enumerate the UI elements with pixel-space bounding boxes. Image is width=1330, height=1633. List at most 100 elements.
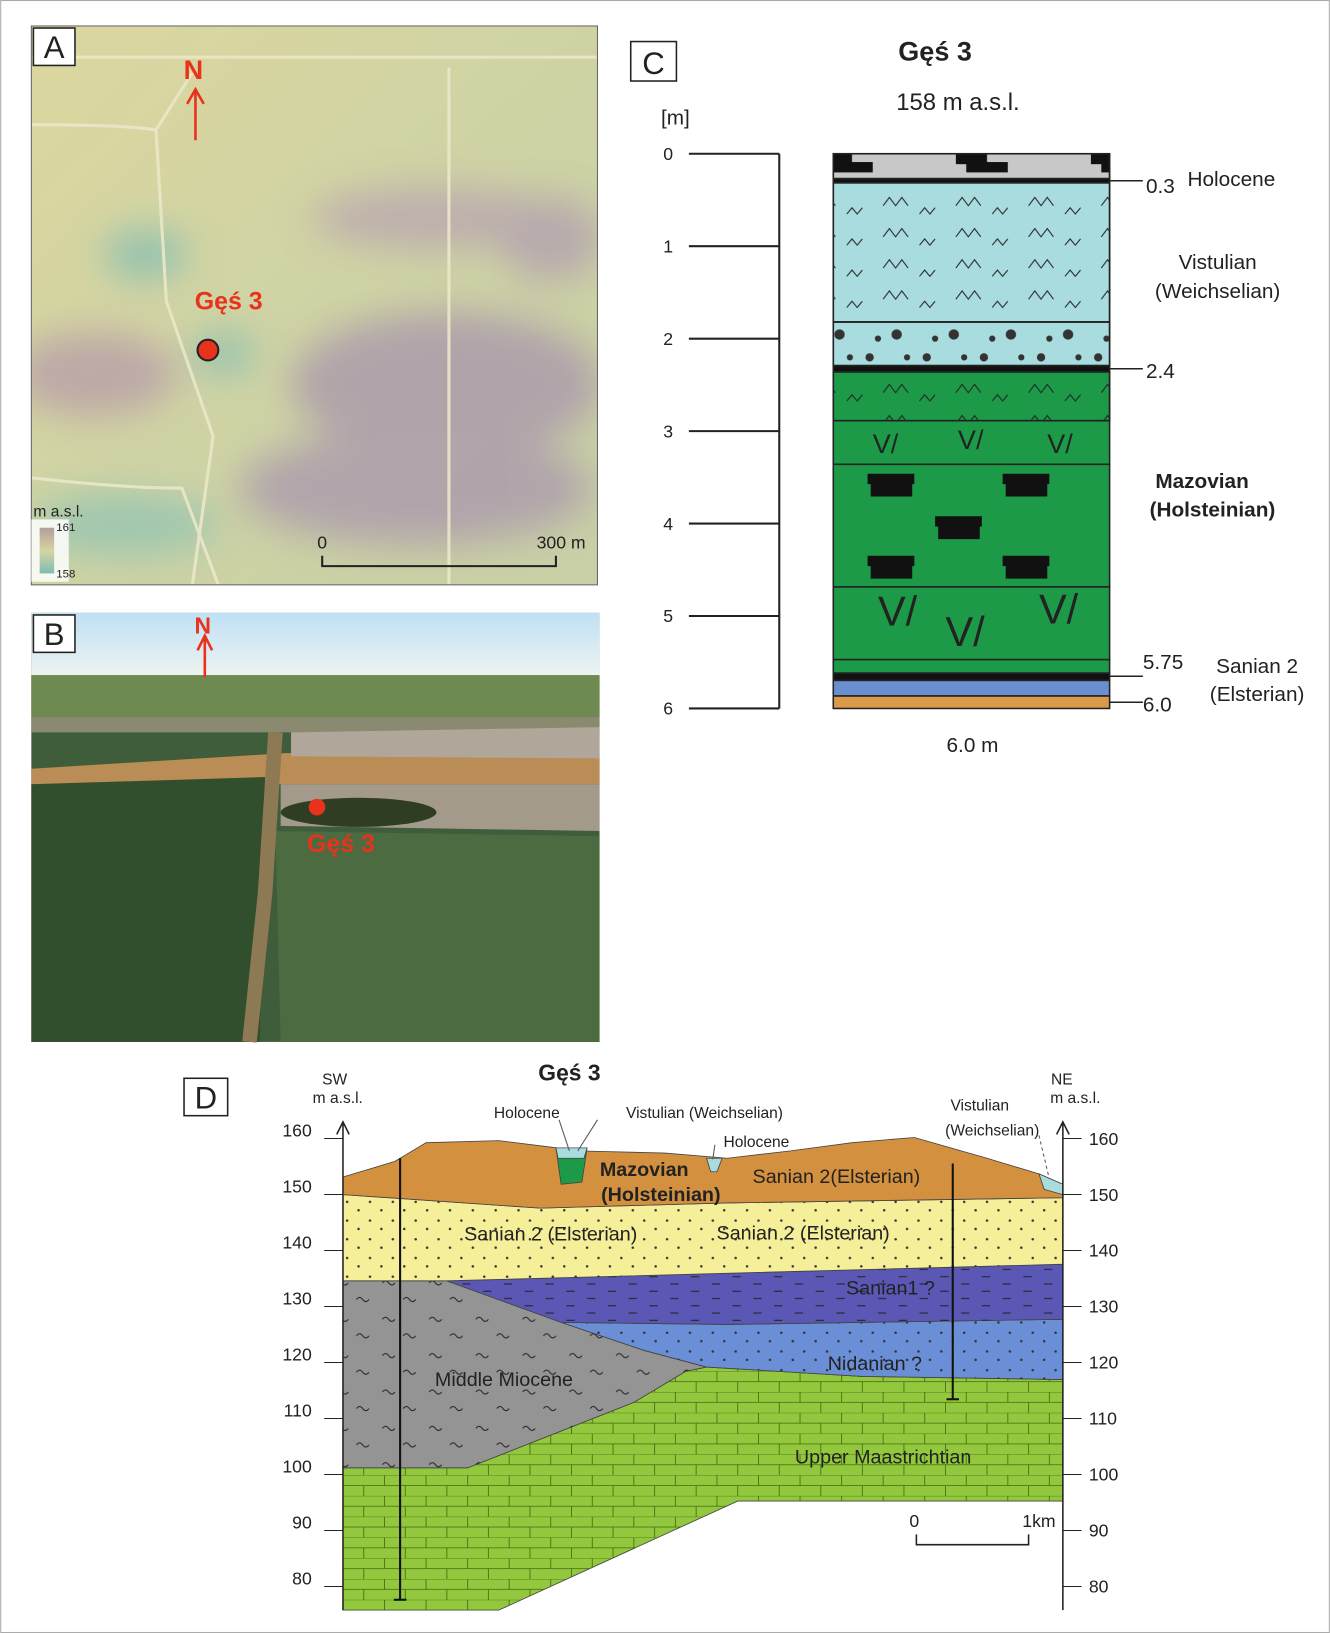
elevation-tick-label: 110 — [1089, 1409, 1117, 1429]
legend-bar — [40, 528, 55, 574]
north-label: N — [184, 55, 204, 85]
scale-start: 0 — [317, 532, 327, 552]
section-label: Sanian 2 (Elsterian) — [717, 1222, 890, 1244]
field-green-left — [31, 777, 265, 1042]
log-column-part — [833, 660, 1109, 674]
boundary-depth: 0.3 — [1146, 175, 1175, 198]
unit-label: (Weichselian) — [1155, 280, 1280, 303]
log-column-part — [833, 366, 1109, 372]
section-end: SW — [322, 1072, 347, 1089]
elevation-tick-label: 90 — [1089, 1521, 1109, 1541]
boundary-depth: 6.0 — [1143, 694, 1172, 717]
section-title: Gęś 3 — [538, 1059, 600, 1085]
peat-blocks-part — [868, 474, 915, 497]
section-label: Vistulian (Weichselian) — [626, 1105, 783, 1122]
log-column-part — [833, 696, 1109, 708]
section-label: (Holsteinian) — [601, 1184, 720, 1206]
depth-tick-label: 2 — [663, 329, 673, 349]
elevation-tick-label: 140 — [1089, 1241, 1119, 1261]
elevation-blobs-part — [239, 431, 592, 545]
legend-title: m a.s.l. — [33, 503, 83, 520]
elevation-tick-label: 120 — [1089, 1353, 1119, 1373]
site-marker — [198, 340, 219, 361]
section-label: Holocene — [494, 1105, 560, 1122]
peat-blocks-part — [868, 556, 915, 579]
section-label: Mazovian — [600, 1159, 689, 1181]
section-label: Sanian 2 (Elsterian) — [464, 1223, 637, 1245]
peat-blocks-part — [1003, 474, 1050, 497]
field-green-right — [275, 831, 599, 1042]
depth-tick-label: 3 — [663, 421, 673, 441]
depth-tick-label: 6 — [663, 699, 673, 719]
elevation-blobs-part — [104, 229, 187, 281]
unit-label: (Holsteinian) — [1150, 498, 1276, 521]
panel-label: D — [195, 1080, 218, 1115]
log-column-part — [833, 372, 1109, 421]
log-elevation: 158 m a.s.l. — [896, 89, 1019, 116]
elevation-tick-label: 120 — [282, 1344, 312, 1364]
elevation-tick-label: 150 — [1089, 1185, 1119, 1205]
section-label: Holocene — [724, 1134, 790, 1151]
legend-max: 161 — [56, 522, 75, 534]
elevation-tick-label: 160 — [282, 1120, 312, 1140]
log-title: Gęś 3 — [898, 36, 972, 66]
page: Gęś 3 figure html, body { margin: 0; pad… — [0, 0, 1330, 1633]
section-label: Nidanian ? — [828, 1353, 922, 1375]
section-label: Sanian 2(Elsterian) — [753, 1166, 921, 1188]
body: { "panel_a": {"label": "A", "north": "N"… — [0, 0, 1330, 1633]
panel-label: A — [44, 30, 65, 65]
elevation-tick-label: 100 — [1089, 1465, 1119, 1485]
elevation-tick-label: 110 — [284, 1400, 312, 1420]
unit-label: Vistulian — [1179, 251, 1257, 274]
v-symbols-part: V/ — [958, 425, 984, 455]
log-column-part — [833, 154, 1109, 179]
v-symbols-part: V/ — [873, 429, 899, 459]
woodlot — [281, 798, 437, 827]
elevation-tick-label: 150 — [282, 1176, 312, 1196]
panel-label: B — [44, 617, 65, 652]
elevation-tick-label: 80 — [292, 1568, 312, 1588]
section-label: Vistulian — [950, 1097, 1009, 1114]
far-fields — [31, 675, 599, 717]
boundary-depth: 5.75 — [1143, 651, 1183, 674]
site-marker — [309, 799, 326, 816]
figure: A N Gęś 3 m a.s.l. 161 158 0 300 m Gęś 3… — [0, 0, 1330, 1633]
elevation-tick-label: 160 — [1089, 1129, 1119, 1149]
v-symbols-part: V/ — [878, 587, 918, 634]
elevation-tick-label: 90 — [292, 1512, 312, 1532]
section-label: (Weichselian) — [945, 1122, 1039, 1139]
unit-label: Holocene — [1188, 168, 1276, 191]
elevation-blobs-part — [11, 332, 177, 415]
strata-part — [556, 1148, 587, 1158]
depth-unit: [m] — [661, 107, 690, 130]
scale-end: 300 m — [537, 532, 586, 552]
unit-label: Sanian 2 — [1216, 655, 1298, 678]
elevation-tick-label: 80 — [1089, 1577, 1109, 1597]
panel-a-part — [11, 26, 603, 585]
elevation-tick-label: 130 — [1089, 1297, 1119, 1317]
panel-b: Gęś 3 N B — [31, 613, 599, 1042]
elevation-blobs-part — [499, 197, 603, 280]
section-label: Sanian1 ? — [846, 1277, 935, 1299]
north-label: N — [194, 613, 211, 639]
scale-start: 0 — [909, 1511, 919, 1531]
section-label: Upper Maastrichtian — [795, 1447, 971, 1469]
elevation-tick-label: 140 — [282, 1232, 312, 1252]
peat-blocks-part — [935, 516, 982, 539]
field-gray — [291, 727, 600, 758]
boundary-depth: 2.4 — [1146, 360, 1175, 383]
section-label: Middle Miocene — [435, 1369, 573, 1391]
scale-end: 1km — [1022, 1511, 1055, 1531]
depth-tick-label: 1 — [663, 236, 673, 256]
log-column-part — [833, 322, 1109, 366]
section-unit: m a.s.l. — [313, 1090, 363, 1107]
section-end: NE — [1051, 1072, 1073, 1089]
legend-min: 158 — [56, 569, 75, 581]
depth-tick-label: 5 — [663, 606, 673, 626]
log-total: 6.0 m — [947, 734, 999, 757]
v-symbols-part: V/ — [945, 608, 985, 655]
depth-tick-label: 0 — [663, 144, 673, 164]
site-label: Gęś 3 — [195, 288, 263, 316]
site-label: Gęś 3 — [307, 830, 375, 858]
elevation-tick-label: 100 — [282, 1456, 312, 1476]
